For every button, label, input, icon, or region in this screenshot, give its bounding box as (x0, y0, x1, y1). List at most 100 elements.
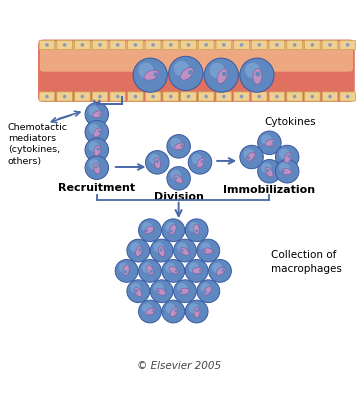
Circle shape (150, 239, 173, 262)
FancyBboxPatch shape (92, 92, 108, 101)
Ellipse shape (134, 287, 142, 297)
Circle shape (165, 303, 175, 314)
Circle shape (188, 70, 193, 75)
FancyBboxPatch shape (180, 40, 196, 50)
Circle shape (63, 43, 66, 47)
Text: Chemotactic
mediators
(cytokines,
others): Chemotactic mediators (cytokines, others… (8, 123, 68, 166)
Circle shape (181, 144, 184, 147)
Circle shape (116, 95, 119, 98)
Circle shape (185, 219, 208, 242)
Circle shape (170, 138, 181, 148)
Circle shape (200, 283, 210, 293)
FancyBboxPatch shape (180, 92, 196, 101)
Circle shape (177, 242, 187, 253)
Circle shape (266, 169, 269, 172)
Circle shape (245, 63, 260, 78)
Ellipse shape (144, 70, 159, 80)
Ellipse shape (202, 248, 213, 254)
Circle shape (174, 61, 189, 76)
Circle shape (160, 248, 162, 251)
Circle shape (247, 156, 250, 159)
FancyBboxPatch shape (92, 40, 108, 50)
FancyBboxPatch shape (127, 92, 143, 101)
Circle shape (142, 222, 152, 232)
Circle shape (204, 43, 208, 47)
Ellipse shape (203, 287, 212, 295)
Ellipse shape (197, 158, 204, 168)
Circle shape (185, 300, 208, 323)
Circle shape (150, 270, 153, 273)
Circle shape (145, 229, 148, 233)
FancyBboxPatch shape (322, 40, 338, 50)
Circle shape (130, 242, 140, 253)
Circle shape (261, 163, 272, 173)
Circle shape (157, 290, 160, 293)
Circle shape (310, 43, 314, 47)
Circle shape (169, 95, 173, 98)
FancyBboxPatch shape (38, 39, 355, 102)
Ellipse shape (216, 267, 225, 275)
Circle shape (162, 219, 185, 242)
Ellipse shape (154, 158, 161, 168)
Circle shape (204, 58, 238, 92)
Circle shape (258, 131, 281, 154)
Circle shape (174, 177, 178, 180)
FancyBboxPatch shape (110, 92, 126, 101)
Circle shape (96, 147, 100, 151)
FancyBboxPatch shape (269, 92, 285, 101)
Circle shape (98, 95, 102, 98)
Circle shape (293, 95, 296, 98)
Ellipse shape (253, 69, 262, 84)
Circle shape (275, 160, 299, 183)
FancyBboxPatch shape (74, 92, 90, 101)
Circle shape (187, 95, 190, 98)
Ellipse shape (93, 128, 102, 137)
Circle shape (174, 239, 196, 262)
Circle shape (240, 43, 243, 47)
Circle shape (124, 270, 127, 273)
FancyBboxPatch shape (39, 92, 55, 101)
Circle shape (162, 260, 185, 282)
Text: Immobilization: Immobilization (223, 185, 316, 195)
Circle shape (197, 280, 220, 303)
FancyBboxPatch shape (57, 40, 73, 50)
Circle shape (258, 160, 281, 183)
Circle shape (293, 43, 296, 47)
Circle shape (201, 160, 204, 163)
Text: Recruitment: Recruitment (58, 183, 135, 193)
Circle shape (134, 43, 137, 47)
FancyBboxPatch shape (340, 40, 356, 50)
Circle shape (275, 43, 279, 47)
Circle shape (142, 263, 152, 273)
Circle shape (346, 95, 349, 98)
Ellipse shape (193, 224, 200, 235)
Circle shape (81, 43, 84, 47)
Circle shape (154, 283, 164, 293)
FancyBboxPatch shape (39, 40, 55, 50)
FancyBboxPatch shape (198, 40, 214, 50)
Ellipse shape (144, 226, 154, 234)
Ellipse shape (123, 265, 129, 275)
Ellipse shape (174, 143, 185, 150)
Circle shape (282, 170, 285, 173)
Circle shape (139, 219, 161, 242)
Circle shape (204, 95, 208, 98)
Circle shape (138, 63, 153, 78)
Circle shape (149, 154, 160, 164)
Circle shape (328, 43, 332, 47)
FancyBboxPatch shape (322, 92, 338, 101)
Ellipse shape (94, 145, 100, 156)
Circle shape (152, 310, 155, 313)
Circle shape (45, 43, 49, 47)
FancyBboxPatch shape (269, 40, 285, 50)
FancyBboxPatch shape (198, 92, 214, 101)
Ellipse shape (180, 68, 193, 80)
Ellipse shape (93, 163, 100, 174)
Circle shape (139, 300, 161, 323)
Circle shape (165, 263, 175, 273)
Circle shape (240, 145, 263, 169)
Circle shape (99, 112, 102, 115)
Ellipse shape (92, 111, 103, 118)
Circle shape (189, 263, 199, 273)
Circle shape (127, 239, 150, 262)
